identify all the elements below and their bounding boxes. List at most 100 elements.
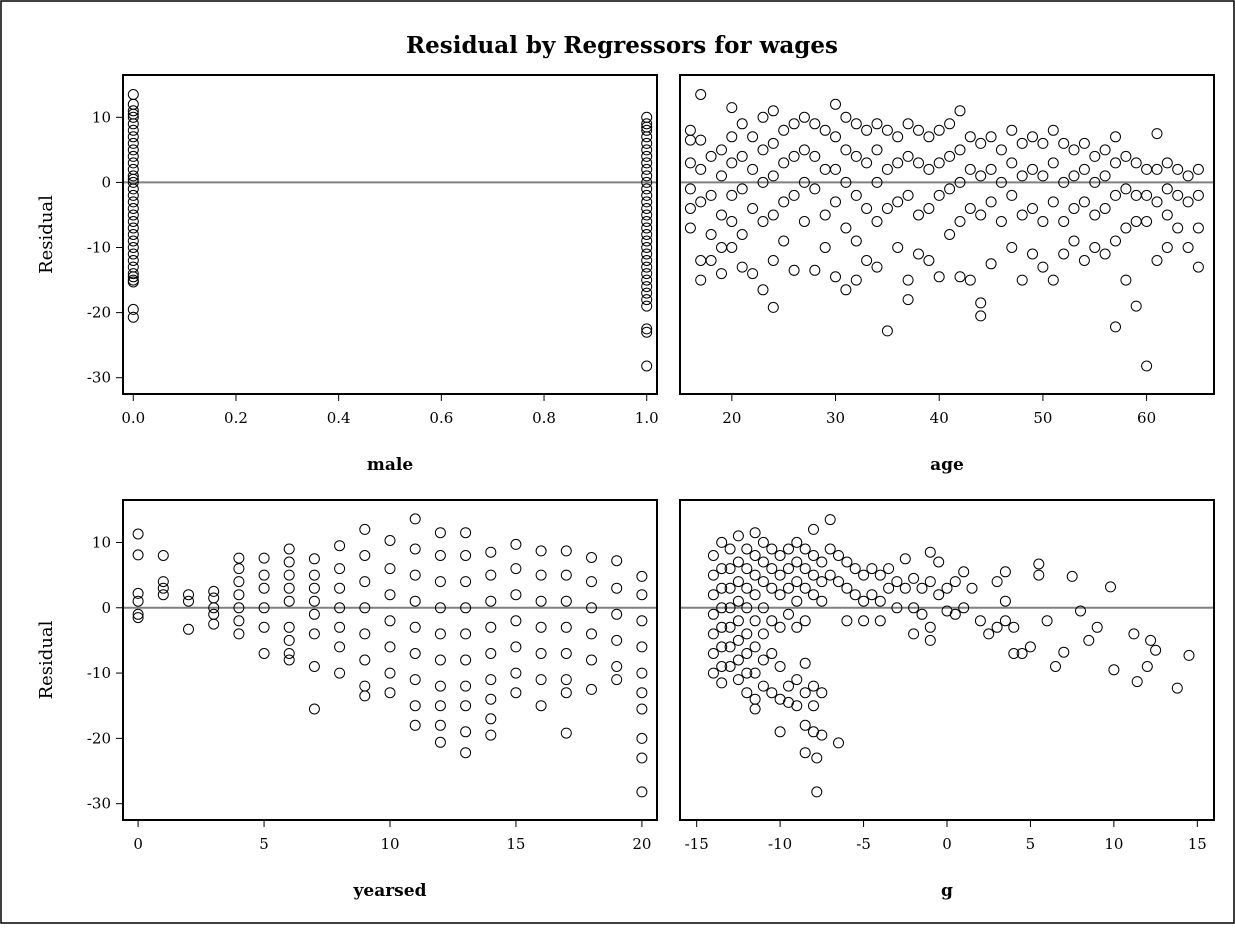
data-point: [127, 303, 139, 315]
y-tick-label: 0: [101, 599, 111, 617]
data-point: [611, 608, 623, 620]
data-point: [1037, 137, 1049, 149]
data-point: [798, 111, 810, 123]
data-point: [510, 589, 522, 601]
data-point: [883, 563, 895, 575]
data-point: [641, 360, 653, 372]
data-point: [975, 170, 987, 182]
data-point: [1016, 209, 1028, 221]
data-point: [913, 157, 924, 169]
data-point: [1192, 189, 1204, 201]
data-point: [460, 700, 472, 712]
data-point: [636, 589, 648, 601]
data-point: [808, 680, 819, 692]
data-point: [975, 209, 987, 221]
data-point: [808, 523, 819, 535]
data-point: [132, 608, 144, 620]
data-point: [749, 569, 761, 581]
data-point: [510, 538, 522, 550]
data-point: [359, 576, 371, 588]
data-point: [560, 687, 572, 699]
data-point: [861, 203, 873, 214]
data-point: [732, 595, 744, 607]
data-point: [384, 615, 396, 627]
data-point: [510, 687, 522, 699]
data-point: [881, 124, 893, 136]
data-point: [811, 752, 823, 764]
data-point: [736, 183, 748, 195]
x-tick-label: 0.8: [532, 409, 556, 427]
data-point: [724, 563, 736, 575]
data-point: [127, 189, 139, 201]
data-point: [783, 563, 794, 575]
data-point: [258, 648, 270, 659]
data-point: [535, 545, 547, 557]
data-point: [799, 687, 811, 699]
x-tick-label: -15: [685, 835, 709, 853]
data-point: [127, 118, 139, 130]
data-point: [726, 189, 738, 201]
data-point: [824, 543, 836, 555]
data-point: [535, 595, 547, 607]
data-point: [1041, 615, 1053, 627]
data-point: [749, 550, 761, 561]
data-point: [308, 569, 320, 581]
data-point: [1110, 157, 1121, 169]
data-point: [127, 105, 139, 117]
data-point: [510, 667, 522, 679]
data-point: [127, 235, 139, 247]
data-point: [866, 563, 878, 575]
data-point: [1150, 644, 1162, 656]
data-point: [798, 144, 810, 156]
data-point: [258, 552, 270, 564]
data-point: [1099, 170, 1111, 182]
data-point: [783, 608, 794, 620]
data-point: [233, 615, 245, 627]
data-point: [841, 556, 853, 568]
panel-g: -15 -10 -5 0 5 10 15 g: [679, 499, 1215, 901]
panel-age: 20 30 40 50 60 age: [679, 74, 1215, 475]
data-point: [724, 602, 736, 614]
data-point: [127, 311, 139, 323]
data-point: [757, 654, 769, 666]
data-point: [127, 216, 139, 227]
data-point: [954, 176, 966, 188]
data-point: [127, 131, 139, 143]
data-point: [985, 131, 997, 143]
data-point: [871, 176, 883, 188]
data-point: [783, 543, 794, 555]
data-point: [485, 595, 497, 607]
data-point: [258, 569, 270, 581]
data-point: [1089, 209, 1101, 221]
data-point: [732, 556, 744, 568]
y-axis-label: Residual: [36, 195, 57, 274]
data-point: [1110, 235, 1121, 247]
data-point: [1089, 150, 1101, 162]
data-point: [741, 667, 753, 679]
data-point: [1151, 196, 1163, 208]
data-point: [816, 576, 828, 588]
data-point: [913, 124, 924, 136]
data-point: [132, 528, 144, 540]
data-point: [1047, 124, 1059, 136]
panel-male: 0.0 0.2 0.4 0.6 0.8 1.0 10 0 -10 -20 -30 male Residu…: [36, 74, 659, 475]
data-point: [736, 261, 748, 273]
data-point: [510, 563, 522, 575]
data-point: [1068, 144, 1080, 156]
data-point: [1058, 248, 1070, 260]
data-point: [899, 553, 911, 565]
data-point: [1068, 235, 1080, 247]
data-point: [359, 602, 371, 614]
data-point: [308, 553, 320, 565]
data-point: [871, 118, 883, 130]
data-point: [788, 118, 800, 130]
data-point: [788, 264, 800, 276]
x-axis-label: yearsed: [353, 881, 427, 901]
data-point: [716, 582, 728, 594]
data-point: [359, 550, 371, 561]
data-point: [308, 595, 320, 607]
data-point: [641, 261, 653, 273]
data-point: [1172, 163, 1184, 175]
data-point: [964, 163, 976, 175]
data-point: [611, 582, 623, 594]
